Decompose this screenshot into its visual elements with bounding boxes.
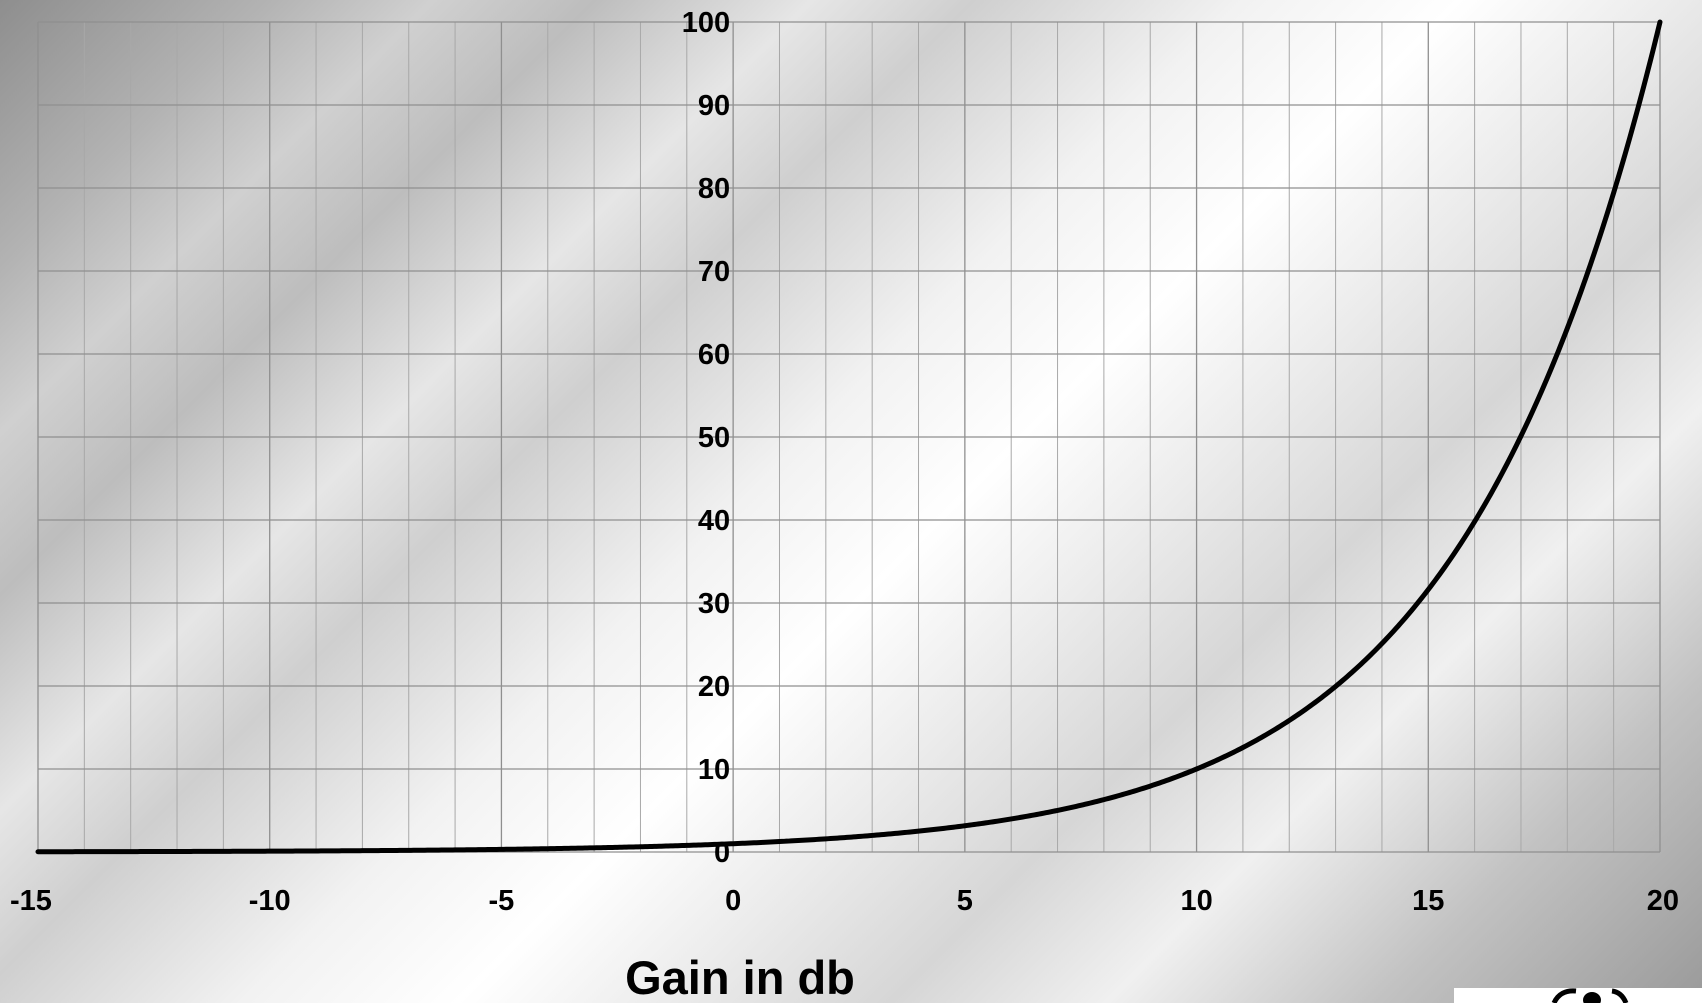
x-tick-label: 20 — [1647, 885, 1679, 917]
y-tick-label: 10 — [698, 754, 730, 786]
chart-grid — [37, 21, 1661, 853]
y-tick-label: 20 — [698, 671, 730, 703]
x-tick-label: -15 — [10, 885, 52, 917]
y-tick-label: 40 — [698, 505, 730, 537]
y-tick-label: 70 — [698, 256, 730, 288]
y-tick-label: 100 — [682, 7, 730, 39]
chart-series — [35, 19, 1663, 855]
x-tick-label: 15 — [1412, 885, 1444, 917]
y-tick-label: 90 — [698, 90, 730, 122]
x-tick-label: 10 — [1180, 885, 1212, 917]
x-axis-tick-labels: -15 -10 -5 0 5 10 15 20 — [10, 885, 1679, 917]
y-tick-label: 30 — [698, 588, 730, 620]
y-tick-label: 60 — [698, 339, 730, 371]
x-tick-label: -10 — [249, 885, 291, 917]
x-tick-label: 0 — [725, 885, 741, 917]
logo-corner — [1454, 988, 1702, 1003]
logo-icon — [1551, 988, 1629, 1003]
y-tick-label: 80 — [698, 173, 730, 205]
series-line — [35, 19, 1663, 855]
x-tick-label: 5 — [957, 885, 973, 917]
x-axis-title: Gain in db — [625, 951, 855, 1003]
y-tick-label: 50 — [698, 422, 730, 454]
x-tick-label: -5 — [489, 885, 515, 917]
